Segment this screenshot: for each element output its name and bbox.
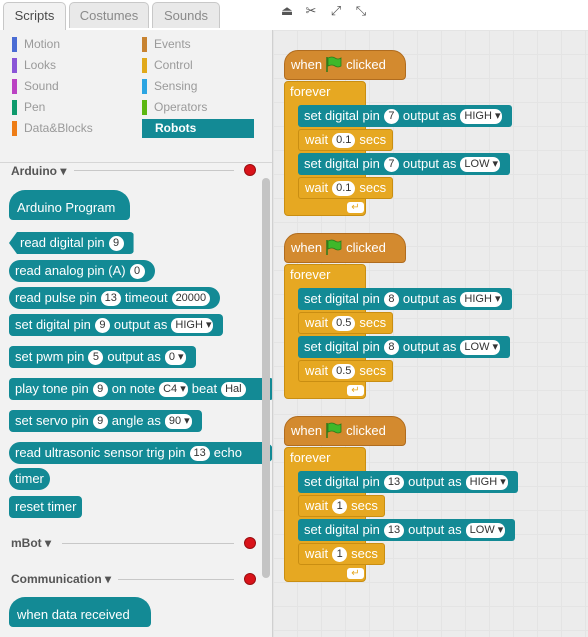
stamp-icon[interactable]: ⏏ bbox=[280, 3, 294, 18]
grow-icon[interactable]: ⤢ bbox=[330, 3, 342, 18]
block-when-data-received[interactable]: when data received bbox=[9, 597, 151, 627]
block-wait[interactable]: wait 0.5 secs bbox=[298, 312, 394, 334]
block-set-digital[interactable]: set digital pin 7 output as HIGH ▾ bbox=[298, 105, 513, 127]
connection-status-dot bbox=[244, 573, 256, 585]
block-wait[interactable]: wait 0.1 secs bbox=[298, 177, 394, 199]
block-arduino-program[interactable]: Arduino Program bbox=[9, 190, 130, 220]
block-play-tone[interactable]: play tone pin 9 on note C4 ▾ beat Hal bbox=[9, 378, 272, 400]
block-set-digital[interactable]: set digital pin 7 output as LOW ▾ bbox=[298, 153, 511, 175]
green-flag-icon bbox=[326, 239, 342, 255]
category-list: Motion Events Looks Control Sound Sensin… bbox=[0, 30, 272, 150]
category-control[interactable]: Control bbox=[142, 56, 254, 75]
connection-status-dot bbox=[244, 537, 256, 549]
block-set-digital[interactable]: set digital pin 8 output as HIGH ▾ bbox=[298, 288, 513, 310]
section-mbot[interactable]: mBot ▾ bbox=[11, 536, 52, 550]
block-when-flag-clicked[interactable]: when clicked bbox=[284, 50, 406, 80]
section-communication[interactable]: Communication ▾ bbox=[11, 572, 112, 586]
block-wait[interactable]: wait 1 secs bbox=[298, 495, 385, 517]
section-line bbox=[62, 543, 234, 544]
tab-scripts[interactable]: Scripts bbox=[3, 2, 66, 30]
tab-sounds[interactable]: Sounds bbox=[152, 2, 220, 28]
block-palette: Motion Events Looks Control Sound Sensin… bbox=[0, 30, 273, 637]
block-set-digital[interactable]: set digital pin 13 output as HIGH ▾ bbox=[298, 471, 518, 493]
block-set-pwm[interactable]: set pwm pin 5 output as 0 ▾ bbox=[9, 346, 196, 368]
category-events[interactable]: Events bbox=[142, 35, 254, 54]
section-line bbox=[118, 579, 234, 580]
block-read-digital[interactable]: read digital pin 9 bbox=[9, 232, 134, 254]
loop-arrow-icon: ↵ bbox=[347, 385, 364, 396]
loop-arrow-icon: ↵ bbox=[347, 202, 364, 213]
category-motion[interactable]: Motion bbox=[12, 35, 124, 54]
script-area[interactable]: when clicked forever ↵ set digital pin 7 out… bbox=[273, 30, 588, 637]
block-set-servo[interactable]: set servo pin 9 angle as 90 ▾ bbox=[9, 410, 202, 432]
block-read-analog[interactable]: read analog pin (A) 0 bbox=[9, 260, 155, 282]
tab-bar: Scripts Costumes Sounds ⏏ ✂ ⤢ ⤡ bbox=[0, 0, 588, 30]
divider bbox=[0, 162, 272, 163]
category-sound[interactable]: Sound bbox=[12, 77, 124, 96]
connection-status-dot bbox=[244, 164, 256, 176]
category-looks[interactable]: Looks bbox=[12, 56, 124, 75]
category-sensing[interactable]: Sensing bbox=[142, 77, 254, 96]
tab-costumes[interactable]: Costumes bbox=[69, 2, 149, 28]
category-data-blocks[interactable]: Data&Blocks bbox=[12, 119, 124, 138]
category-pen[interactable]: Pen bbox=[12, 98, 124, 117]
green-flag-icon bbox=[326, 56, 342, 72]
block-read-pulse[interactable]: read pulse pin 13 timeout 20000 bbox=[9, 287, 221, 309]
scissors-icon[interactable]: ✂ bbox=[305, 3, 317, 18]
block-wait[interactable]: wait 0.1 secs bbox=[298, 129, 394, 151]
block-wait[interactable]: wait 1 secs bbox=[298, 543, 385, 565]
block-when-flag-clicked[interactable]: when clicked bbox=[284, 233, 406, 263]
block-timer[interactable]: timer bbox=[9, 468, 50, 490]
block-read-ultrasonic[interactable]: read ultrasonic sensor trig pin 13 echo bbox=[9, 442, 272, 464]
category-robots[interactable]: Robots bbox=[142, 119, 254, 138]
section-line bbox=[74, 170, 234, 171]
section-arduino[interactable]: Arduino ▾ bbox=[11, 164, 67, 178]
block-when-flag-clicked[interactable]: when clicked bbox=[284, 416, 406, 446]
block-reset-timer[interactable]: reset timer bbox=[9, 496, 83, 518]
green-flag-icon bbox=[326, 422, 342, 438]
shrink-icon[interactable]: ⤡ bbox=[355, 3, 367, 18]
palette-scrollbar[interactable] bbox=[262, 178, 270, 578]
block-set-digital[interactable]: set digital pin 8 output as LOW ▾ bbox=[298, 336, 511, 358]
loop-arrow-icon: ↵ bbox=[347, 568, 364, 579]
category-operators[interactable]: Operators bbox=[142, 98, 254, 117]
block-wait[interactable]: wait 0.5 secs bbox=[298, 360, 394, 382]
block-set-digital[interactable]: set digital pin 9 output as HIGH ▾ bbox=[9, 314, 224, 336]
block-set-digital[interactable]: set digital pin 13 output as LOW ▾ bbox=[298, 519, 516, 541]
